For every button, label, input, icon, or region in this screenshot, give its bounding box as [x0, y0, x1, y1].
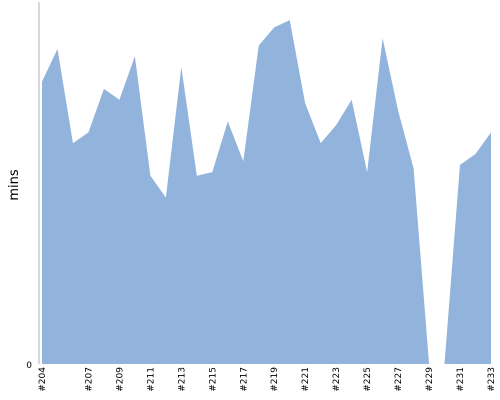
y-axis-title: mins — [7, 169, 22, 201]
x-tick-labels: #204 #207 #209 #211 #213 #215 #217 #219 #221 #223… — [38, 367, 497, 392]
x-tick-label: #233 — [487, 367, 497, 392]
y-tick-label: 0 — [26, 361, 32, 371]
x-tick-label: #211 — [146, 367, 156, 392]
x-tick-label: #219 — [270, 367, 280, 392]
x-tick-label: #231 — [456, 367, 466, 392]
x-tick-label: #227 — [394, 367, 404, 392]
x-tick-label: #223 — [332, 367, 342, 392]
series-area-layer — [42, 20, 491, 364]
x-tick-label: #204 — [38, 367, 48, 392]
y-tick-labels: 0 — [26, 361, 32, 371]
x-tick-label: #225 — [363, 367, 373, 392]
x-tick-label: #209 — [115, 367, 125, 392]
x-tick-label: #229 — [425, 367, 435, 392]
series-area-0 — [42, 20, 491, 364]
x-tick-label: #217 — [239, 367, 249, 392]
x-tick-label: #221 — [301, 367, 311, 392]
x-tick-label: #213 — [177, 367, 187, 392]
x-tick-label: #207 — [84, 367, 94, 392]
x-tick-label: #215 — [208, 367, 218, 392]
